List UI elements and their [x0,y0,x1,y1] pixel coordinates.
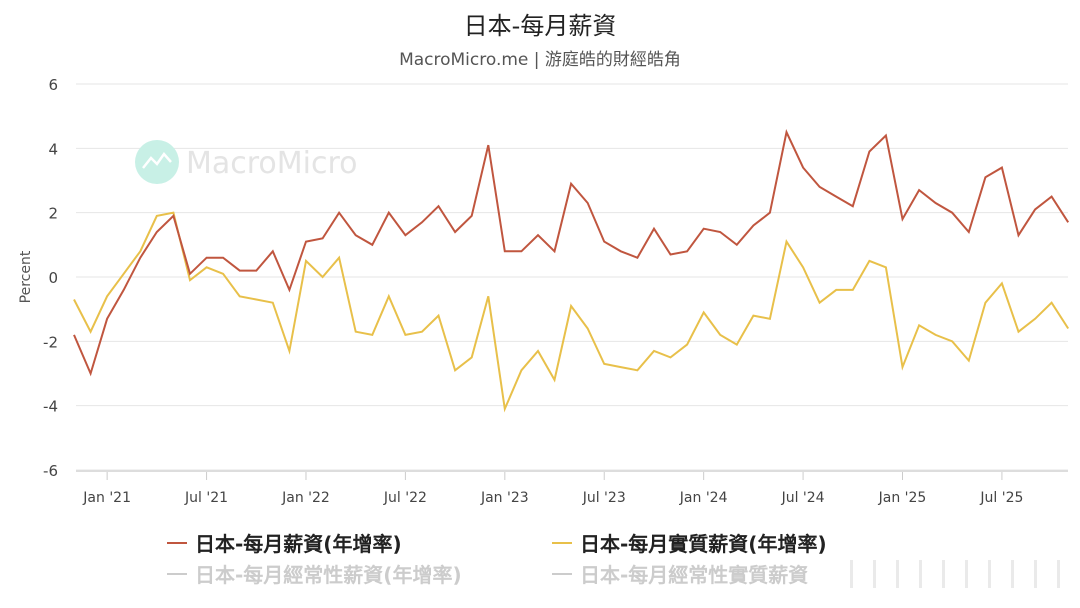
line-chart: MacroMicro 6 4 2 0 -2 -4 -6 Percent Jan '21 Jul … [18,76,1070,506]
legend-label: 日本-每月實質薪資(年增率) [580,532,827,556]
x-tick-label: Jan '24 [679,490,728,506]
legend-line-icon [167,572,187,575]
y-tick-label: 6 [48,76,58,94]
legend-label: 日本-每月薪資(年增率) [195,532,402,556]
legend-item-nominal-wage[interactable]: 日本-每月薪資(年增率) [167,528,402,557]
x-tick-label: Jan '23 [480,490,529,506]
y-tick-label: 2 [48,205,58,223]
x-axis: Jan '21 Jul '21 Jan '22 Jul '22 Jan '23 Jul '… [76,470,1068,506]
series-line [73,129,1070,377]
series-lines [73,129,1070,413]
legend-line-icon [167,541,187,544]
legend-line-icon [552,541,572,544]
y-tick-label: -2 [43,333,58,351]
x-tick-label: Jul '21 [184,490,228,506]
legend-item-regular-wage[interactable]: 日本-每月經常性薪資(年增率) [167,559,462,588]
series-line [73,211,1070,413]
y-axis-label: Percent [18,250,34,303]
x-tick-label: Jan '25 [878,490,927,506]
x-tick-label: Jul '23 [582,490,626,506]
x-tick-label: Jan '21 [82,490,131,506]
y-axis: 6 4 2 0 -2 -4 -6 Percent [18,76,58,480]
watermark-logo-icon [142,151,172,169]
legend-item-real-wage[interactable]: 日本-每月實質薪資(年增率) [552,528,827,557]
y-tick-label: -4 [43,398,58,416]
scroll-overlay-artifact [830,560,1070,588]
y-tick-label: 4 [48,140,58,158]
watermark: MacroMicro [135,140,358,184]
x-tick-label: Jul '22 [383,490,427,506]
chart-title: 日本-每月薪資 [463,12,617,40]
x-tick-label: Jul '24 [781,490,825,506]
x-tick-label: Jan '22 [281,490,330,506]
legend-item-regular-real-wage[interactable]: 日本-每月經常性實質薪資 [552,559,808,588]
chart-subtitle: MacroMicro.me | 游庭皓的財經皓角 [399,50,681,70]
legend-label: 日本-每月經常性實質薪資 [580,563,809,587]
legend-line-icon [552,572,572,575]
legend-label: 日本-每月經常性薪資(年增率) [195,563,462,587]
y-tick-label: -6 [43,462,58,480]
watermark-text: MacroMicro [186,146,358,181]
y-tick-label: 0 [48,269,58,287]
x-tick-label: Jul '25 [979,490,1023,506]
